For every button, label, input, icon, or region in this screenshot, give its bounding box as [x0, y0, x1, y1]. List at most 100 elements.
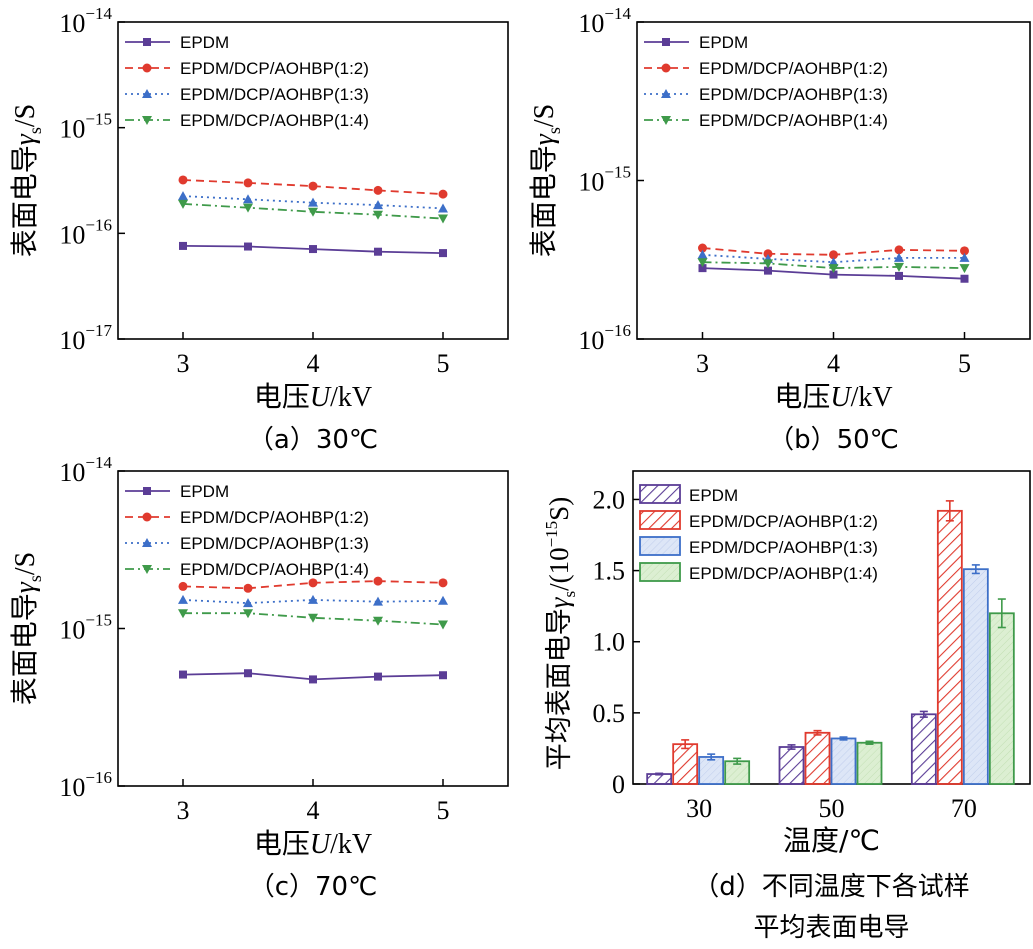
legend-marker-1: [142, 63, 152, 73]
legend-label-0: EPDM: [689, 486, 738, 505]
data-point: [373, 576, 383, 586]
data-point: [308, 207, 318, 217]
series-3: [697, 258, 970, 274]
bar-3-50: [856, 741, 883, 785]
legend-label-0: EPDM: [180, 482, 229, 501]
legend-marker-1: [661, 63, 671, 73]
y-tick-label: 10−16: [59, 768, 112, 802]
panel-caption: （b）50℃: [768, 425, 899, 455]
data-point: [894, 262, 904, 272]
x-tick-label: 3: [177, 796, 190, 825]
bar-1-70: [936, 509, 963, 785]
data-point: [243, 203, 253, 213]
x-tick-label: 30: [686, 794, 712, 823]
data-point: [698, 243, 707, 253]
data-point: [829, 270, 838, 279]
panel-d: 0 0.5 1.0 1.5 2.0 30 50 70 EPDM EPDM/DCP/AOHBP(1:…: [542, 470, 1031, 943]
data-point: [178, 175, 188, 185]
data-point: [438, 595, 448, 605]
data-point: [308, 197, 318, 207]
data-point: [828, 264, 839, 274]
data-point: [894, 252, 904, 262]
series-3: [178, 609, 448, 630]
legend-label-2: EPDM/DCP/AOHBP(1:3): [699, 85, 888, 104]
bar-2-30: [698, 756, 725, 785]
data-point: [244, 242, 252, 251]
series-1: [698, 243, 969, 260]
y-tick-label: 10−16: [578, 321, 631, 355]
y-tick-label: 10−14: [59, 453, 112, 487]
y-tick-label: 1.0: [593, 628, 626, 657]
legend-label-2: EPDM/DCP/AOHBP(1:3): [180, 85, 369, 104]
legend-swatch-1: [639, 510, 681, 530]
panel-caption: （c）70℃: [249, 872, 378, 902]
data-point: [373, 616, 383, 626]
series-line: [182, 203, 444, 220]
legend-marker-2: [142, 538, 152, 547]
bar-2-70: [962, 568, 989, 785]
x-tick-label: 3: [177, 349, 190, 378]
data-point: [373, 210, 383, 220]
data-point: [243, 583, 253, 593]
data-point: [179, 670, 187, 679]
legend-marker-0: [143, 487, 151, 495]
data-point: [764, 266, 772, 275]
data-point: [374, 672, 382, 681]
panel-b: 3 4 5 10−16 10−15 10−14 EPDM EPDM/DCP/AOHBP(1:2…: [527, 4, 1031, 455]
legend: EPDM EPDM/DCP/AOHBP(1:2) EPDM/DCP/AOHBP(1:…: [125, 33, 369, 130]
data-point: [373, 596, 383, 606]
data-point: [373, 185, 383, 195]
data-point: [697, 249, 708, 259]
bar-1-50: [804, 731, 831, 785]
data-point: [894, 245, 904, 255]
data-point: [308, 181, 318, 191]
panel-caption-line2: 平均表面电导: [753, 913, 909, 943]
bar-3-70: [988, 612, 1015, 785]
data-point: [178, 191, 188, 201]
y-tick-label: 10−16: [59, 215, 112, 249]
data-point: [895, 271, 903, 280]
data-point: [829, 250, 838, 260]
data-point: [828, 257, 839, 267]
data-point: [308, 613, 318, 623]
data-point: [308, 594, 318, 604]
data-point: [308, 578, 318, 588]
y-axis-label: 平均表面电导γs/(10−15S): [542, 497, 579, 770]
series-0: [698, 264, 969, 283]
x-tick-label: 5: [958, 349, 971, 378]
x-tick-label: 4: [827, 349, 840, 378]
series-3: [178, 199, 448, 224]
data-point: [697, 258, 708, 268]
data-point: [438, 203, 448, 213]
legend: EPDM EPDM/DCP/AOHBP(1:2) EPDM/DCP/AOHBP(1:…: [125, 482, 369, 579]
data-point: [960, 246, 969, 256]
x-tick-label: 70: [951, 794, 977, 823]
data-point: [439, 671, 447, 680]
series-0: [179, 241, 447, 258]
legend-swatch-2: [639, 536, 681, 556]
series-0: [179, 669, 447, 684]
legend: EPDM EPDM/DCP/AOHBP(1:2) EPDM/DCP/AOHBP(1:…: [644, 33, 888, 130]
data-point: [243, 194, 253, 204]
panel-caption: （a）30℃: [248, 425, 378, 455]
legend-label-0: EPDM: [699, 33, 748, 52]
legend-label-3: EPDM/DCP/AOHBP(1:4): [180, 111, 369, 130]
data-point: [959, 264, 970, 274]
data-point: [243, 598, 253, 608]
x-tick-label: 4: [307, 796, 320, 825]
x-axis-label: 电压U/kV: [774, 380, 892, 413]
legend-swatch-0: [639, 484, 681, 504]
x-tick-label: 50: [819, 794, 845, 823]
legend: EPDM EPDM/DCP/AOHBP(1:2) EPDM/DCP/AOHBP(1:…: [639, 484, 878, 583]
legend-label-3: EPDM/DCP/AOHBP(1:4): [180, 560, 369, 579]
series-1: [178, 576, 448, 593]
legend-label-1: EPDM/DCP/AOHBP(1:2): [180, 508, 369, 527]
y-tick-label: 10−14: [578, 4, 631, 38]
series-line: [182, 598, 444, 605]
y-axis-label: 表面电导γs/S: [8, 104, 45, 257]
bar-2-50: [830, 737, 857, 785]
data-point: [438, 214, 448, 224]
series-2: [178, 594, 448, 608]
y-axis-label: 表面电导γs/S: [8, 552, 45, 705]
